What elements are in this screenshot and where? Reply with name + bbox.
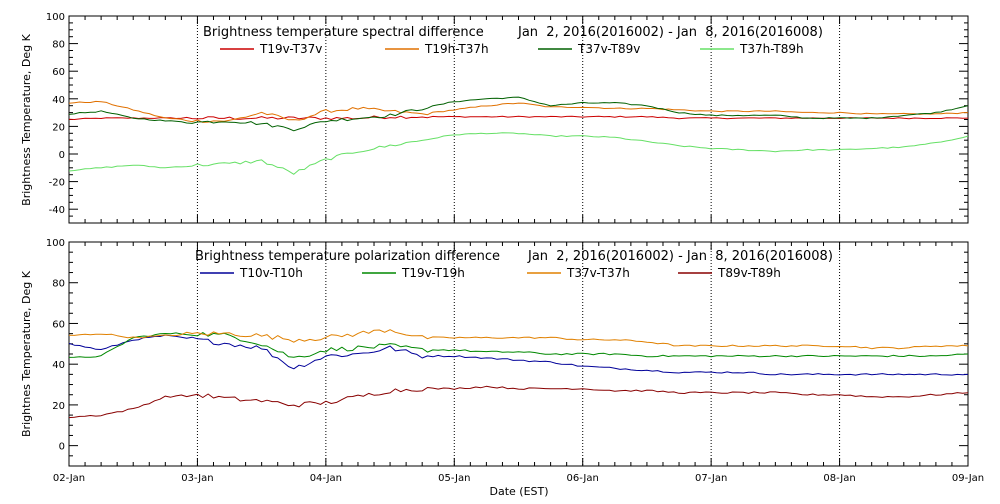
- x-axis-label: Date (EST): [489, 485, 548, 498]
- legend-label-t19h-t37h: T19h-T37h: [424, 42, 489, 56]
- bottom-panel-frame: [68, 241, 969, 467]
- series-line-t89v-t89h: [68, 385, 969, 419]
- y-tick-label: 60: [52, 319, 65, 330]
- y-tick-label: 20: [52, 401, 65, 412]
- series-line-t37h-t89h: [68, 132, 969, 175]
- legend-label-t37v-t89v: T37v-T89v: [577, 42, 640, 56]
- y-tick-label: 60: [52, 67, 65, 78]
- bottom-panel-title: Brightness temperature polarization diff…: [195, 249, 500, 264]
- legend-label-t37h-t89h: T37h-T89h: [739, 42, 804, 56]
- bottom-y-axis-label: Brightnes Temperature, Deg K: [20, 270, 33, 437]
- legend-label-t10v-t10h: T10v-T10h: [239, 266, 303, 280]
- y-tick-label: 100: [46, 12, 65, 23]
- series-line-t19h-t37h: [68, 100, 968, 123]
- y-tick-label: 0: [59, 442, 65, 453]
- legend-label-t37v-t37h: T37v-T37h: [566, 266, 630, 280]
- x-tick-label: 02-Jan: [53, 473, 85, 484]
- y-tick-label: 80: [52, 40, 65, 51]
- y-tick-label: 20: [52, 122, 65, 133]
- y-tick-label: -40: [49, 205, 65, 216]
- x-tick-label: 07-Jan: [695, 473, 727, 484]
- chart-marks: -40 -20 0 20 40 60 80 100 T19v-T37v T19h-T37h T37v…: [46, 12, 984, 484]
- bottom-panel-date-range: Jan 2, 2016(2016002) - Jan 8, 2016(20160…: [527, 249, 833, 264]
- y-tick-label: 40: [52, 360, 65, 371]
- series-line-t37v-t37h: [68, 329, 969, 350]
- y-tick-label: 100: [46, 238, 65, 249]
- x-tick-label: 08-Jan: [823, 473, 855, 484]
- legend-label-t19v-t19h: T19v-T19h: [401, 266, 465, 280]
- x-tick-label: 04-Jan: [310, 473, 342, 484]
- y-tick-label: 0: [59, 150, 65, 161]
- top-panel-title: Brightness temperature spectral differen…: [203, 25, 484, 40]
- series-line-t10v-t10h: [68, 334, 969, 376]
- legend-label-t19v-t37v: T19v-T37v: [259, 42, 322, 56]
- x-tick-label: 06-Jan: [567, 473, 599, 484]
- series-line-t37v-t89v: [68, 96, 969, 132]
- top-panel-frame: [68, 15, 969, 224]
- y-tick-label: -20: [49, 178, 65, 189]
- top-panel-date-range: Jan 2, 2016(2016002) - Jan 8, 2016(20160…: [517, 25, 823, 40]
- x-tick-label: 03-Jan: [181, 473, 213, 484]
- y-tick-label: 80: [52, 279, 65, 290]
- legend-label-t89v-t89h: T89v-T89h: [717, 266, 781, 280]
- x-tick-label: 09-Jan: [952, 473, 984, 484]
- y-tick-label: 40: [52, 95, 65, 106]
- top-y-axis-label: Brightness Temperature, Deg K: [20, 33, 33, 205]
- x-tick-label: 05-Jan: [438, 473, 470, 484]
- series-line-t19v-t19h: [68, 332, 969, 358]
